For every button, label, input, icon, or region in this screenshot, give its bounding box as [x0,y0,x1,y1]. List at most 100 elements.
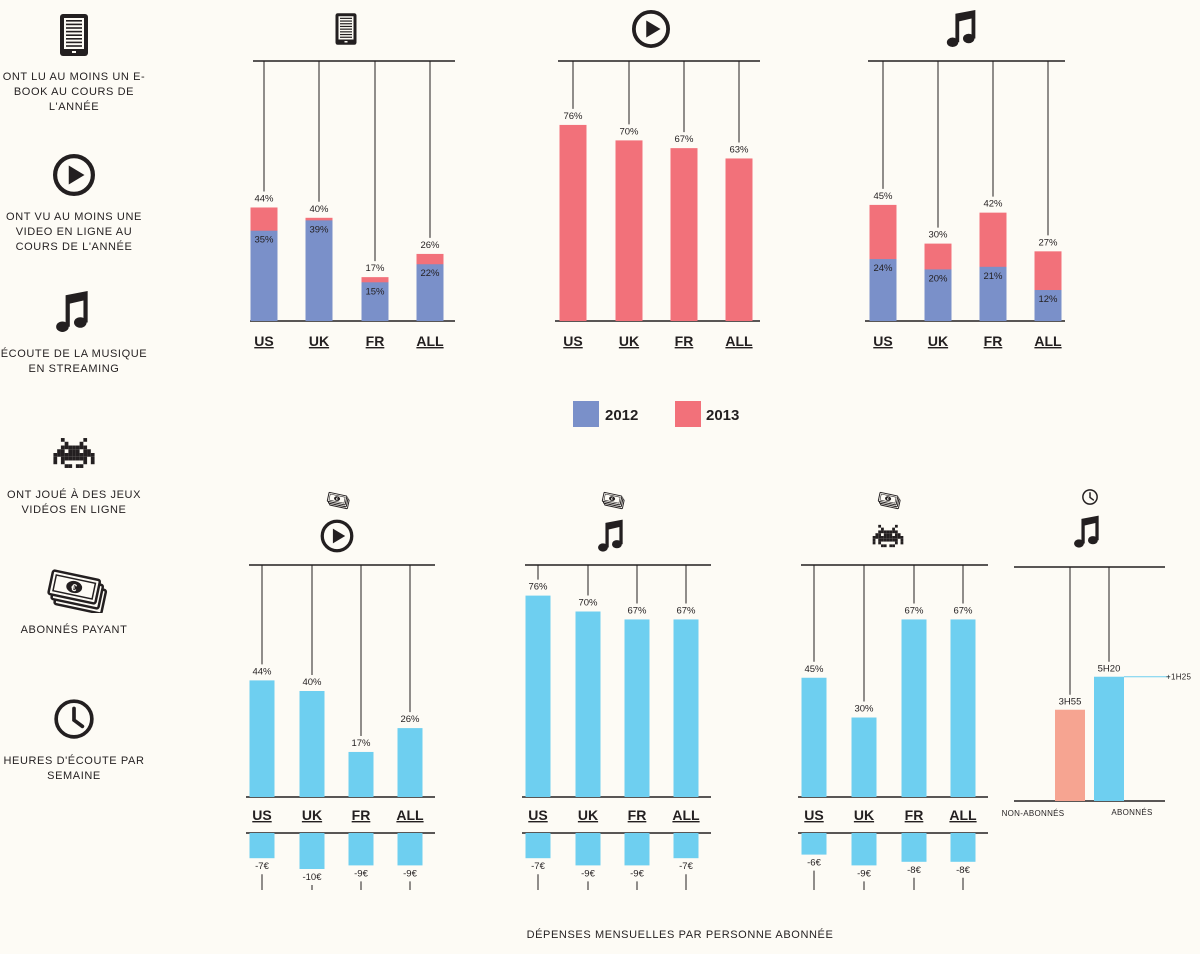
spending-label: -9€ [403,868,417,879]
value-label-2013: 63% [729,144,749,155]
value-label: 70% [578,598,598,609]
bar-spending [299,833,325,869]
bar-paid-share [299,691,325,797]
bar-paid-share [950,619,976,797]
category-label: FR [984,333,1003,349]
value-label-2012: 12% [1038,294,1058,305]
bar-2012 [869,259,897,321]
bar-spending [397,833,423,866]
bar-paid-share [851,717,877,797]
value-label-2013: 17% [365,263,385,274]
space-invader-icon [53,438,95,468]
category-label: FR [905,807,924,823]
clock-icon [54,699,94,739]
bar-2012 [1034,290,1062,321]
value-label-2012: 35% [254,235,274,246]
key-label-2012: 2012 [605,407,638,424]
value-label: 67% [676,605,696,616]
value-label-2012: 15% [365,286,385,297]
spending-label: -6€ [807,858,821,869]
bar-2012 [416,264,444,321]
value-label: 76% [528,582,548,593]
value-label: 45% [804,664,824,675]
category-label: US [252,807,271,823]
svg-text:€: € [336,497,340,502]
legend-item: ONT JOUÉ À DES JEUX VIDÉOS EN LIGNE [0,428,148,518]
bar-2012 [250,230,278,321]
legend-label: HEURES D'ÉCOUTE PAR SEMAINE [3,755,145,782]
category-label: US [563,333,582,349]
music-note-icon [56,291,88,332]
spending-label: -9€ [630,868,644,879]
spending-label: -9€ [354,868,368,879]
spending-label: -8€ [907,865,921,876]
svg-text:€: € [611,497,615,502]
legend-label: ONT JOUÉ À DES JEUX VIDÉOS EN LIGNE [6,489,142,516]
hours-label: 3H55 [1059,697,1082,708]
category-label: US [804,807,823,823]
bar-paid-share [673,619,699,797]
music-note-icon [598,519,623,552]
category-label: ALL [949,807,977,823]
bar-2012 [979,266,1007,321]
space-invader-icon [53,438,95,468]
bar-spending [950,833,976,862]
category-label: FR [366,333,385,349]
svg-text:€: € [887,497,891,502]
category-label: US [873,333,892,349]
spending-label: -7€ [679,861,693,872]
bar-paid-share [575,611,601,797]
category-label: UK [302,807,322,823]
value-label-2013: 27% [1038,237,1058,248]
play-icon [320,519,354,553]
category-label: ALL [1034,333,1062,349]
money-icon: € [47,569,108,613]
bar-subscribers [1094,676,1124,801]
bar-paid-share [525,595,551,797]
bar-non-subscribers [1055,709,1085,801]
value-label-2013: 70% [619,126,639,137]
bar-paid-share [397,728,423,797]
bar-spending [575,833,601,866]
bar-paid-share [901,619,927,797]
category-label-non-subscribers: NON-ABONNÉS [1002,809,1065,818]
category-label: UK [309,333,329,349]
clock-icon [1082,489,1098,505]
category-label: UK [928,333,948,349]
value-label-2013: 67% [674,134,694,145]
bar-spending [901,833,927,862]
category-label: ALL [396,807,424,823]
value-label: 40% [302,677,322,688]
legend-item: ONT LU AU MOINS UN E-BOOK AU COURS DE L'… [0,10,148,115]
spending-label: -10€ [302,872,322,883]
key-swatch-2012 [573,401,599,427]
value-label-2013: 45% [873,191,893,202]
ebook-icon [335,13,357,45]
music-note-icon [56,291,88,332]
legend-label: ÉCOUTE DE LA MUSIQUE EN STREAMING [0,348,148,375]
value-label-2013: 44% [254,193,274,204]
play-icon [631,9,671,49]
difference-label: +1H25 [1166,673,1192,682]
category-label: FR [675,333,694,349]
value-label-2013: 26% [420,240,440,251]
bar-spending [851,833,877,866]
bar-spending [249,833,275,859]
bar-spending [624,833,650,866]
bar-spending [801,833,827,855]
category-label: FR [628,807,647,823]
bar-2013 [725,158,753,321]
play-icon [53,154,95,196]
music-note-icon [1074,515,1099,548]
category-label-subscribers: ABONNÉS [1111,808,1152,817]
bar-paid-share [348,751,374,797]
legend-label: ONT VU AU MOINS UNE VIDEO EN LIGNE AU CO… [6,211,142,253]
category-label: US [528,807,547,823]
legend-label: ONT LU AU MOINS UN E-BOOK AU COURS DE L'… [2,71,146,113]
bar-2012 [305,220,333,321]
value-label-2012: 20% [928,273,948,284]
hours-label: 5H20 [1098,664,1121,675]
spending-label: -9€ [857,868,871,879]
category-label: UK [578,807,598,823]
category-label: UK [619,333,639,349]
